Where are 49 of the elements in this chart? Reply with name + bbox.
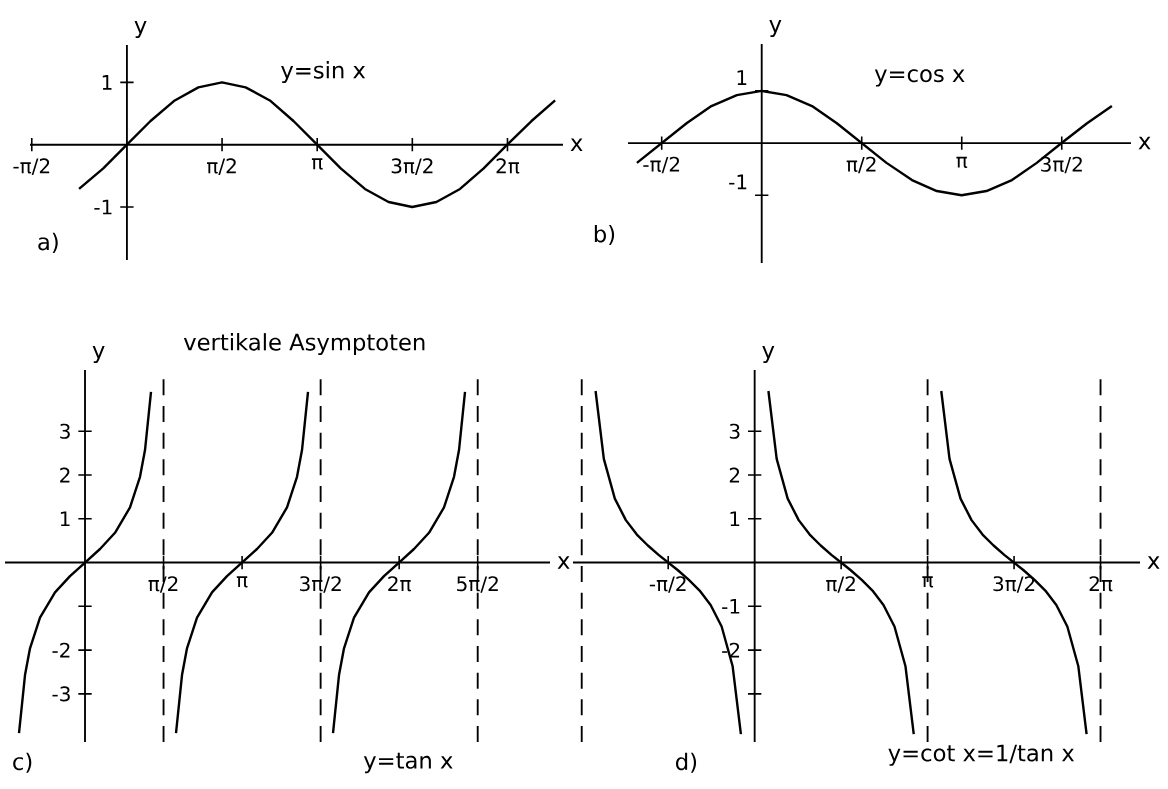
y-tick-label: 1 <box>730 511 740 527</box>
x-tick-label: π <box>956 156 968 168</box>
x-tick-label: 2π <box>1089 576 1113 592</box>
x-tick-label: π/2 <box>826 576 855 593</box>
y-tick-label: 2 <box>729 467 740 483</box>
x-tick-label: 3π/2 <box>993 576 1035 593</box>
y-tick-label: 1 <box>60 511 70 527</box>
x-tick-label: π <box>236 576 248 588</box>
chart-title: vertikale Asymptoten <box>183 333 425 356</box>
x-tick-label: -π/2 <box>13 158 50 175</box>
text: c) <box>13 752 32 773</box>
y-axis-title: y <box>134 20 147 39</box>
x-tick-label: π/2 <box>148 576 178 593</box>
y-axis-title: y <box>92 345 105 364</box>
x-axis-title: x <box>1138 136 1151 150</box>
annotation: a) <box>38 232 58 254</box>
y-tick-label: -1 <box>94 199 112 215</box>
text: y=sin x <box>281 61 366 84</box>
y-tick-label: -2 <box>52 642 70 658</box>
y-tick-label: 2 <box>60 467 70 483</box>
y-tick-label: 1 <box>102 75 112 90</box>
y-tick-label: -3 <box>52 686 70 702</box>
x-tick-label: 3π/2 <box>1041 156 1082 174</box>
y-tick-label: 3 <box>729 423 740 439</box>
x-tick-label: π <box>922 576 934 588</box>
text: y=tan x <box>363 752 453 774</box>
x-axis-title: x <box>557 556 570 569</box>
x-tick-label: 3π/2 <box>391 158 433 175</box>
y-tick-label: -1 <box>722 599 740 614</box>
x-tick-label: π <box>311 158 323 170</box>
text: d) <box>676 752 697 773</box>
y-tick-label: 3 <box>60 423 70 439</box>
x-tick-label: π/2 <box>846 156 876 174</box>
text: y=cos x <box>874 69 965 87</box>
x-axis-title: x <box>1147 556 1160 569</box>
x-axis-title: x <box>570 138 583 151</box>
text: b) <box>594 224 615 246</box>
x-tick-label: 3π/2 <box>300 576 341 593</box>
y-axis-title: y <box>762 345 775 364</box>
x-tick-label: 5π/2 <box>457 576 498 593</box>
y-tick-label: 1 <box>737 70 747 85</box>
x-tick-label: -π/2 <box>649 576 686 593</box>
x-tick-label: π/2 <box>207 158 236 175</box>
text: y=cot x=1/tan x <box>888 744 1075 766</box>
y-tick-label: -1 <box>729 174 747 190</box>
y-axis-title: y <box>769 19 782 38</box>
x-tick-label: 2π <box>496 158 520 174</box>
x-tick-label: 2π <box>388 576 411 592</box>
x-tick-label: -π/2 <box>643 156 680 174</box>
